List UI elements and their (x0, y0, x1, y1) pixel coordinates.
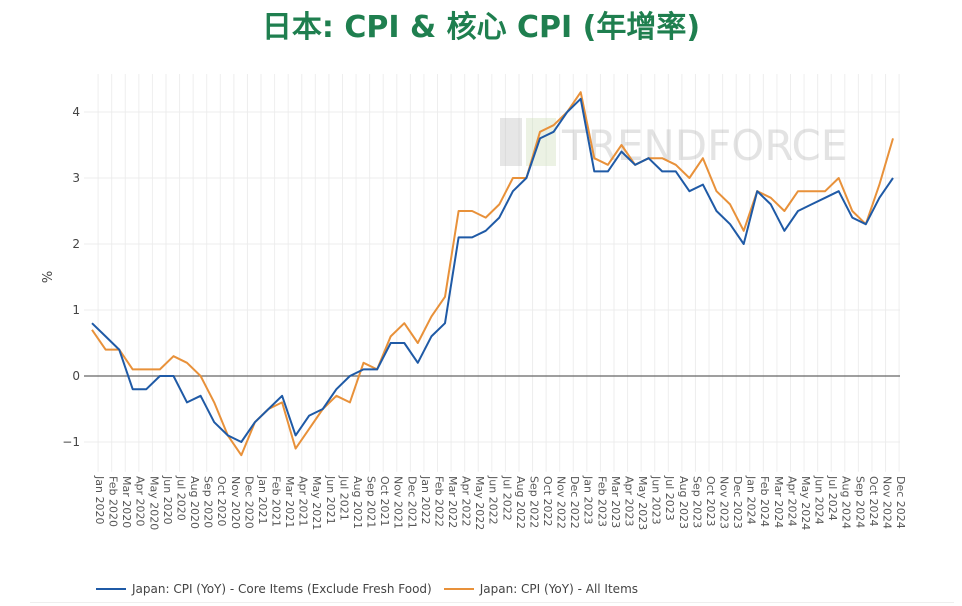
y-tick-label: 3 (72, 171, 80, 185)
x-tick-label: Aug 2022 (514, 476, 527, 529)
x-tick-label: Apr 2020 (134, 476, 147, 527)
x-tick-label: Nov 2024 (880, 476, 893, 529)
x-tick-label: May 2024 (799, 476, 812, 530)
x-tick-label: May 2021 (310, 476, 323, 530)
x-tick-label: Nov 2021 (392, 476, 405, 529)
x-tick-label: Aug 2020 (188, 476, 201, 529)
x-tick-label: May 2022 (473, 476, 486, 530)
x-tick-label: Feb 2023 (595, 476, 608, 527)
x-tick-label: Sep 2020 (202, 476, 215, 528)
x-tick-label: Apr 2021 (297, 476, 310, 527)
x-tick-label: Feb 2021 (269, 476, 282, 527)
legend-swatch-core (96, 588, 126, 590)
x-tick-label: Jan 2024 (745, 475, 758, 524)
x-tick-label: Jun 2021 (324, 475, 337, 525)
x-tick-label: Jun 2020 (161, 475, 174, 525)
x-tick-label: Aug 2024 (840, 476, 853, 529)
x-tick-label: Dec 2024 (894, 476, 907, 529)
y-tick-label: −1 (62, 435, 80, 449)
x-axis: Jan 2020 Feb 2020 Mar 2020 Apr 2020 May 2020… (93, 475, 907, 530)
x-tick-label: Mar 2021 (283, 476, 296, 528)
x-tick-label: Mar 2020 (120, 476, 133, 528)
x-tick-label: Nov 2022 (555, 476, 568, 529)
x-tick-label: May 2023 (636, 476, 649, 530)
x-tick-label: Jan 2023 (582, 475, 595, 524)
legend-label-all: Japan: CPI (YoY) - All Items (479, 582, 639, 596)
plot-area: −1 0 1 2 3 4% TRENDFORCE Jan 2020 Feb 2020 Mar 20… (30, 74, 955, 602)
x-tick-label: Mar 2022 (446, 476, 459, 528)
y-tick-label: 0 (72, 369, 80, 383)
x-tick-label: Mar 2023 (609, 476, 622, 528)
x-tick-label: Jan 2022 (419, 475, 432, 524)
x-tick-label: Jun 2023 (650, 475, 663, 525)
x-tick-label: Jun 2022 (487, 475, 500, 525)
x-tick-label: Oct 2024 (867, 476, 880, 527)
x-tick-label: Dec 2021 (405, 476, 418, 529)
x-tick-label: Dec 2022 (568, 476, 581, 529)
x-tick-label: Feb 2022 (432, 476, 445, 527)
legend-label-core: Japan: CPI (YoY) - Core Items (Exclude F… (132, 582, 432, 596)
x-tick-label: Sep 2021 (365, 476, 378, 528)
x-tick-label: Dec 2023 (731, 476, 744, 529)
x-tick-label: Jul 2021 (337, 475, 350, 521)
x-tick-label: Sep 2024 (853, 476, 866, 528)
x-tick-label: Oct 2020 (215, 476, 228, 527)
x-tick-label: May 2020 (147, 476, 160, 530)
x-tick-label: Jul 2022 (500, 475, 513, 521)
y-tick-label: 1 (72, 303, 80, 317)
x-tick-label: Jul 2020 (174, 475, 187, 521)
x-tick-label: Apr 2024 (785, 476, 798, 527)
legend-item-core[interactable]: Japan: CPI (YoY) - Core Items (Exclude F… (96, 582, 432, 596)
legend-item-all[interactable]: Japan: CPI (YoY) - All Items (443, 582, 639, 596)
x-tick-label: Apr 2022 (460, 476, 473, 527)
x-tick-label: Jul 2024 (826, 475, 839, 521)
x-tick-label: Oct 2023 (704, 476, 717, 527)
x-tick-label: Sep 2022 (527, 476, 540, 528)
x-tick-label: Sep 2023 (690, 476, 703, 528)
y-axis-title: % (41, 271, 56, 283)
chart-title: 日本: CPI & 核心 CPI (年增率) (261, 10, 701, 45)
y-axis: −1 0 1 2 3 4 (62, 105, 900, 449)
x-tick-label: Nov 2020 (229, 476, 242, 529)
watermark: TRENDFORCE (500, 118, 847, 170)
x-tick-label: Mar 2024 (772, 476, 785, 528)
x-tick-label: Apr 2023 (622, 476, 635, 527)
x-tick-label: Aug 2021 (351, 476, 364, 529)
x-tick-label: Feb 2024 (758, 476, 771, 527)
x-tick-label: Dec 2020 (242, 476, 255, 529)
x-tick-label: Oct 2021 (378, 476, 391, 527)
y-tick-label: 2 (72, 237, 80, 251)
x-tick-label: Nov 2023 (718, 476, 731, 529)
x-tick-label: Jan 2021 (256, 475, 269, 524)
x-tick-label: Aug 2023 (677, 476, 690, 529)
legend-swatch-all (443, 588, 474, 590)
x-tick-label: Feb 2020 (107, 476, 120, 527)
x-tick-label: Oct 2022 (541, 476, 554, 527)
y-tick-label: 4 (72, 105, 80, 119)
legend: Japan: CPI (YoY) - Core Items (Exclude F… (96, 580, 650, 598)
x-tick-label: Jan 2020 (93, 475, 106, 524)
divider (30, 602, 954, 603)
series-line-core[interactable] (91, 97, 894, 443)
x-tick-label: Jul 2023 (663, 475, 676, 521)
x-tick-label: Jun 2024 (813, 475, 826, 525)
